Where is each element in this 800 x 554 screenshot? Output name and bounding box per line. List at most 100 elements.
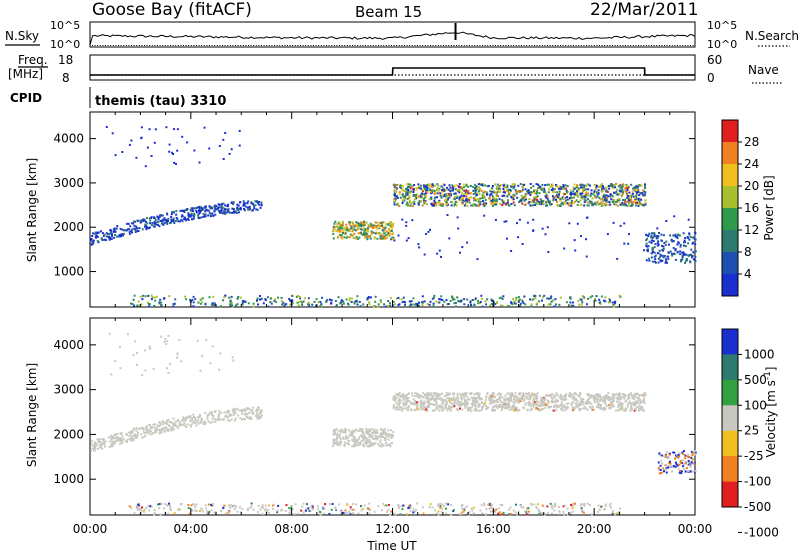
data-cell bbox=[546, 511, 549, 514]
data-cell bbox=[506, 397, 509, 400]
data-cell bbox=[391, 227, 394, 230]
data-cell bbox=[618, 403, 621, 406]
data-cell bbox=[539, 408, 542, 411]
data-cell bbox=[395, 408, 398, 411]
data-cell bbox=[533, 397, 535, 400]
data-cell bbox=[243, 418, 246, 421]
data-cell bbox=[249, 415, 252, 418]
data-cell bbox=[171, 426, 174, 429]
data-cell bbox=[472, 193, 475, 195]
data-cell bbox=[302, 511, 305, 514]
data-cell bbox=[362, 438, 365, 441]
data-cell bbox=[208, 511, 211, 514]
data-cell bbox=[404, 395, 407, 398]
data-cell bbox=[529, 298, 532, 301]
data-cell bbox=[595, 186, 598, 189]
data-cell bbox=[248, 208, 251, 211]
data-cell bbox=[390, 510, 393, 513]
data-cell bbox=[684, 261, 686, 264]
data-cell bbox=[209, 213, 212, 216]
data-cell bbox=[509, 189, 512, 192]
data-cell bbox=[557, 204, 559, 207]
noise-right-tick-high: 10^5 bbox=[707, 19, 737, 32]
data-cell bbox=[533, 189, 535, 192]
data-cell bbox=[121, 228, 124, 231]
data-cell bbox=[452, 185, 454, 188]
data-cell bbox=[479, 188, 482, 191]
data-cell bbox=[195, 503, 198, 506]
data-cell bbox=[642, 204, 645, 207]
data-cell bbox=[463, 303, 466, 306]
data-cell bbox=[436, 397, 439, 400]
data-cell bbox=[416, 405, 419, 408]
data-cell bbox=[428, 188, 431, 191]
data-cell bbox=[310, 505, 313, 508]
data-cell bbox=[239, 506, 241, 509]
data-cell bbox=[417, 203, 420, 206]
data-cell bbox=[637, 199, 640, 202]
data-cell bbox=[575, 398, 578, 401]
data-cell bbox=[256, 410, 259, 413]
data-cell bbox=[505, 402, 508, 405]
data-cell bbox=[388, 231, 391, 234]
data-cell bbox=[503, 194, 506, 197]
data-cell bbox=[669, 462, 672, 465]
data-cell bbox=[397, 234, 400, 237]
data-cell bbox=[504, 407, 507, 410]
data-cell bbox=[198, 209, 200, 212]
data-cell bbox=[416, 403, 419, 406]
data-cell bbox=[520, 194, 523, 197]
data-cell bbox=[350, 301, 353, 303]
data-cell bbox=[197, 419, 200, 421]
data-cell bbox=[441, 204, 444, 207]
data-cell bbox=[672, 240, 675, 242]
data-cell bbox=[591, 197, 594, 200]
data-cell bbox=[637, 393, 640, 396]
data-cell bbox=[674, 235, 677, 238]
data-cell bbox=[614, 201, 617, 203]
data-cell bbox=[451, 201, 454, 204]
data-cell bbox=[332, 442, 335, 445]
data-cell bbox=[92, 449, 95, 451]
data-cell bbox=[205, 511, 208, 514]
data-cell bbox=[451, 295, 453, 298]
data-cell bbox=[144, 225, 146, 228]
data-cell bbox=[376, 437, 379, 440]
data-cell bbox=[634, 407, 637, 410]
data-cell bbox=[644, 199, 647, 202]
data-cell bbox=[397, 403, 400, 406]
data-cell bbox=[344, 509, 347, 512]
data-cell bbox=[201, 208, 204, 211]
data-cell bbox=[561, 196, 564, 199]
data-cell bbox=[339, 437, 342, 440]
data-cell bbox=[672, 464, 675, 467]
data-cell bbox=[523, 199, 526, 202]
data-cell bbox=[453, 192, 456, 195]
data-cell bbox=[462, 183, 465, 186]
data-cell bbox=[422, 198, 425, 201]
data-cell bbox=[438, 199, 441, 202]
data-cell bbox=[524, 403, 527, 406]
data-cell bbox=[507, 399, 510, 402]
data-cell bbox=[384, 433, 387, 436]
data-cell bbox=[219, 418, 222, 421]
data-cell bbox=[621, 396, 624, 399]
data-cell bbox=[478, 405, 481, 408]
data-cell bbox=[189, 215, 192, 218]
data-cell bbox=[224, 204, 227, 207]
data-cell bbox=[342, 300, 345, 303]
data-cell bbox=[141, 436, 144, 439]
data-cell bbox=[597, 203, 600, 206]
data-cell bbox=[594, 299, 597, 302]
data-cell bbox=[105, 232, 108, 235]
data-cell bbox=[376, 221, 378, 224]
data-cell bbox=[634, 404, 637, 407]
data-cell bbox=[203, 126, 206, 129]
data-cell bbox=[92, 447, 95, 450]
data-cell bbox=[373, 429, 376, 432]
data-cell bbox=[417, 304, 420, 307]
data-cell bbox=[447, 195, 450, 198]
data-cell bbox=[257, 202, 260, 205]
data-cell bbox=[474, 404, 477, 407]
